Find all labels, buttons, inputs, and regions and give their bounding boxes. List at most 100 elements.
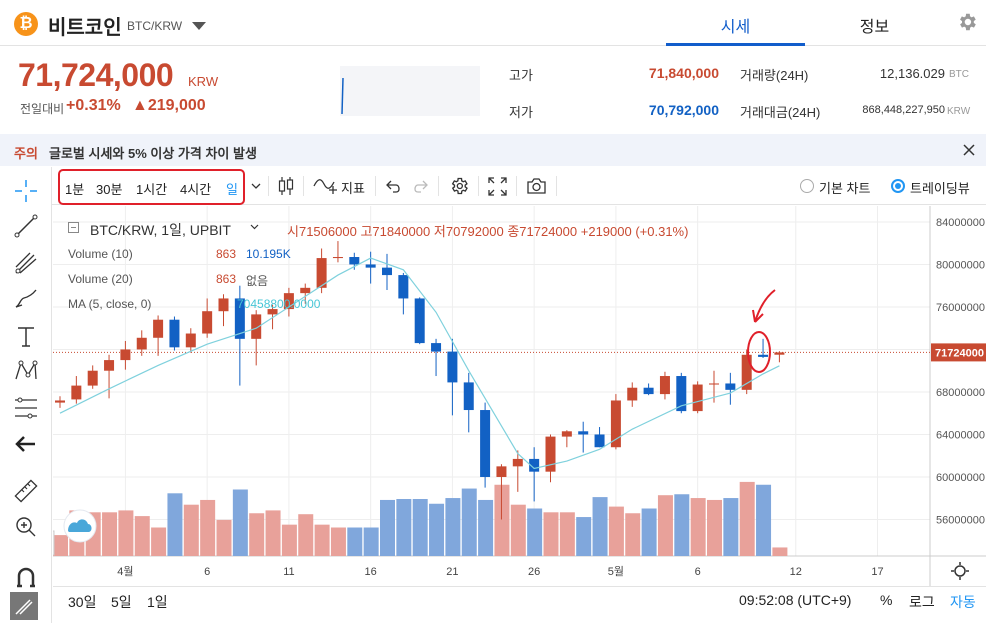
volume-bar <box>445 498 461 556</box>
volume-bar <box>183 504 199 556</box>
camera-icon[interactable] <box>526 177 547 195</box>
candle-body <box>136 337 147 350</box>
gear-icon[interactable] <box>956 11 978 33</box>
arrow-left-icon[interactable] <box>12 430 40 458</box>
candle-body <box>153 319 164 338</box>
close-icon[interactable] <box>961 142 977 158</box>
fib-icon[interactable] <box>12 394 40 422</box>
volume-bar <box>641 508 657 556</box>
candle-body <box>512 458 523 467</box>
tab-info[interactable]: 정보 <box>859 19 890 36</box>
price-tick-label: 64000000 <box>936 429 985 441</box>
log-toggle[interactable]: 로그 <box>909 594 935 610</box>
tradingview-radio[interactable] <box>891 179 905 193</box>
candle-body <box>725 383 736 390</box>
legend-volume20-a: 863 <box>216 272 237 286</box>
turnover-label: 거래대금(24H) <box>740 105 821 120</box>
interval-1d[interactable]: 일 <box>226 182 238 197</box>
volume-bar <box>200 499 216 556</box>
candle-body <box>431 343 442 352</box>
tab-quote[interactable]: 시세 <box>720 19 751 36</box>
interval-more-chevron-icon[interactable] <box>250 182 262 190</box>
volume-bar <box>330 527 346 556</box>
candle-body <box>169 319 180 348</box>
hide-drawings-icon[interactable] <box>10 592 38 620</box>
candle-body <box>741 354 752 390</box>
redo-icon[interactable] <box>413 178 429 194</box>
indicator-button[interactable]: 지표 <box>341 181 365 196</box>
basic-chart-label[interactable]: 기본 차트 <box>819 181 871 196</box>
interval-1h[interactable]: 1시간 <box>136 182 168 197</box>
chevron-down-icon[interactable] <box>192 22 206 30</box>
volume-bar <box>707 499 722 556</box>
legend-volume20-label[interactable]: Volume (20) <box>68 272 133 286</box>
candle-body <box>349 257 360 265</box>
volume-bar <box>265 510 281 556</box>
interval-30m[interactable]: 30분 <box>96 182 123 197</box>
volume-bar <box>412 499 428 556</box>
indicator-icon[interactable] <box>313 176 339 196</box>
undo-icon[interactable] <box>385 178 401 194</box>
fullscreen-icon[interactable] <box>488 177 507 196</box>
trend-line-icon[interactable] <box>12 212 40 240</box>
price-unit: KRW <box>188 74 219 89</box>
volume-bar <box>559 512 575 556</box>
range-30d[interactable]: 30일 <box>68 594 97 610</box>
percent-toggle[interactable]: % <box>880 592 893 608</box>
volume-bar <box>674 494 690 556</box>
time-tick-label: 26 <box>528 566 540 578</box>
coin-name[interactable]: 비트코인 <box>48 17 122 39</box>
low-value: 70,792,000 <box>648 102 719 118</box>
settings-icon[interactable] <box>449 176 469 196</box>
text-tool-icon[interactable] <box>12 322 40 350</box>
legend-low-label: 저 <box>433 224 446 239</box>
volume-bar <box>739 481 755 556</box>
toolbar-divider <box>516 176 517 196</box>
interval-1m[interactable]: 1분 <box>65 182 85 197</box>
legend-high-label: 고 <box>360 224 373 239</box>
volume-bar <box>756 484 772 556</box>
time-tick-label: 17 <box>871 566 883 578</box>
candle-body <box>202 311 213 334</box>
volume-bar <box>723 498 739 556</box>
candle-body <box>627 387 638 401</box>
brush-icon[interactable] <box>12 285 40 313</box>
pitchfork-icon[interactable] <box>12 249 40 277</box>
legend-ma-label[interactable]: MA (5, close, 0) <box>68 297 152 311</box>
sidebar-collapse-handle <box>53 530 55 556</box>
candle-body <box>365 264 376 268</box>
range-1d[interactable]: 1일 <box>147 594 168 610</box>
candle-body <box>185 333 196 348</box>
chevron-down-icon[interactable] <box>250 224 259 230</box>
legend-volume10-a: 863 <box>216 247 237 261</box>
time-tick-label: 12 <box>790 566 802 578</box>
volume-bar <box>347 527 363 556</box>
price-tick-label: 80000000 <box>936 259 985 271</box>
volume-bar <box>772 547 788 556</box>
auto-toggle[interactable]: 자동 <box>950 594 976 610</box>
candle-body <box>578 431 589 435</box>
candle-type-icon[interactable] <box>277 176 295 196</box>
current-price-tag <box>931 343 986 362</box>
candle-body <box>234 298 245 339</box>
pattern-icon[interactable] <box>12 357 40 385</box>
range-5d[interactable]: 5일 <box>111 594 132 610</box>
candle-body <box>545 436 556 472</box>
zoom-in-icon[interactable] <box>12 513 40 541</box>
notice-tag: 주의 <box>14 146 38 161</box>
ruler-icon[interactable] <box>12 477 40 505</box>
clock: 09:52:08 (UTC+9) <box>739 592 852 608</box>
volume-bar <box>510 504 526 556</box>
interval-4h[interactable]: 4시간 <box>180 182 212 197</box>
legend-symbol[interactable]: BTC/KRW, 1일, UPBIT <box>90 222 231 238</box>
crosshair-icon[interactable] <box>12 177 40 205</box>
price-chart[interactable]: 8400000080000000760000007200000068000000… <box>53 206 986 586</box>
tradingview-label[interactable]: 트레이딩뷰 <box>910 181 970 196</box>
magnet-icon[interactable] <box>12 564 40 592</box>
candle-body <box>561 431 572 437</box>
collapse-legend-icon[interactable] <box>68 222 79 233</box>
volume-bar <box>232 489 248 556</box>
legend-volume10-label[interactable]: Volume (10) <box>68 247 133 261</box>
current-price-tag-label: 71724000 <box>935 347 984 359</box>
basic-chart-radio[interactable] <box>800 179 814 193</box>
